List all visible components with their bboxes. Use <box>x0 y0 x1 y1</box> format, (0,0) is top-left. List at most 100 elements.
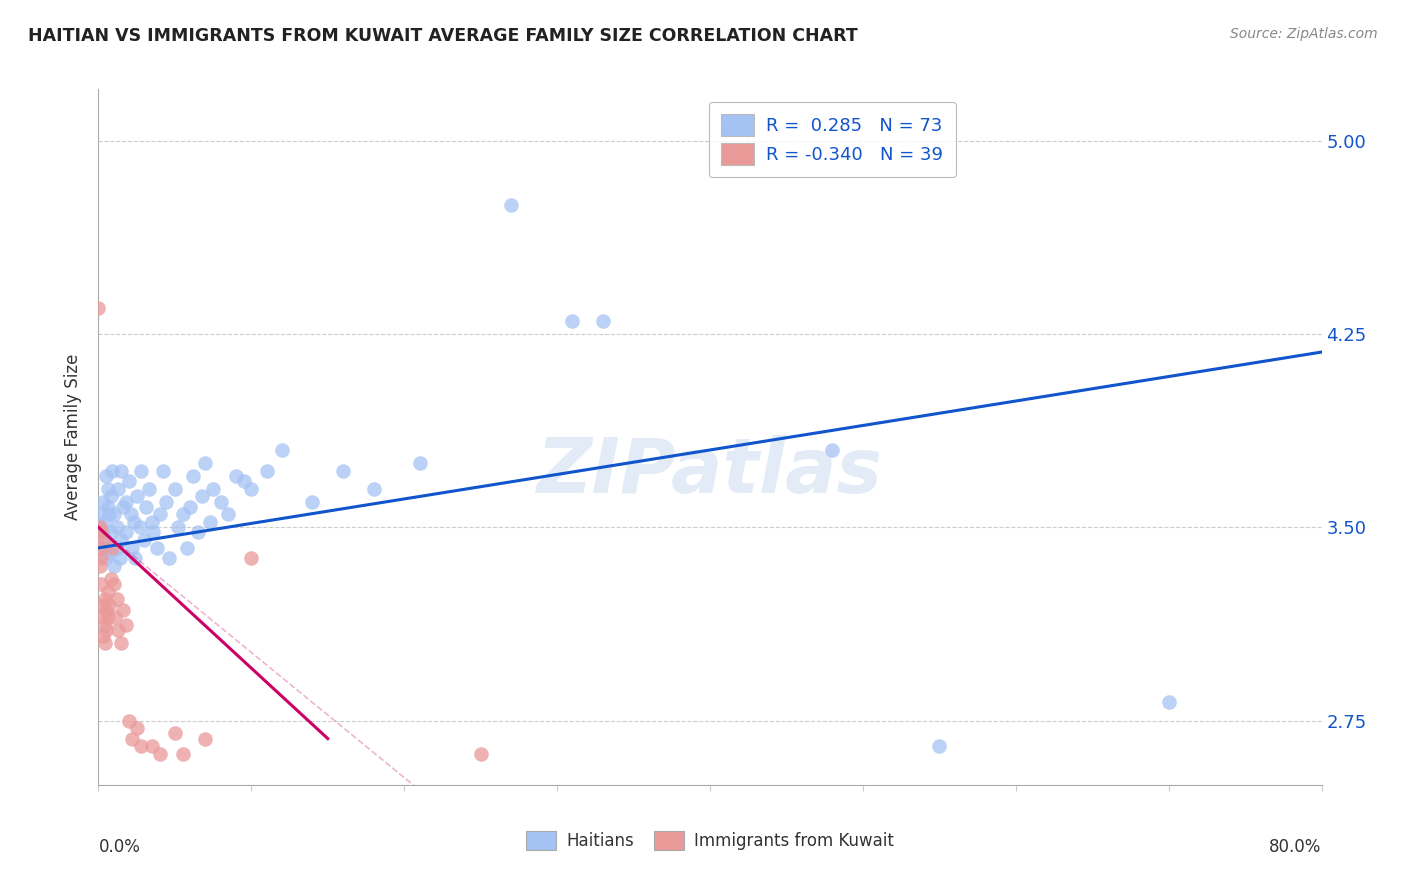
Point <box>138 482 160 496</box>
Point <box>115 525 138 540</box>
Point <box>91 610 114 624</box>
Point <box>98 546 121 560</box>
Point <box>100 525 122 540</box>
Point <box>363 482 385 496</box>
Point <box>90 508 112 522</box>
Point <box>118 474 141 488</box>
Text: 80.0%: 80.0% <box>1270 838 1322 856</box>
Point <box>98 508 121 522</box>
Point <box>135 500 157 514</box>
Point <box>194 456 217 470</box>
Point <box>501 198 523 212</box>
Text: 0.0%: 0.0% <box>98 838 141 856</box>
Point <box>172 747 194 761</box>
Point <box>240 551 263 566</box>
Point <box>93 592 115 607</box>
Point <box>141 515 163 529</box>
Point <box>107 624 129 638</box>
Point <box>155 494 177 508</box>
Point <box>93 533 115 548</box>
Point <box>145 541 167 555</box>
Point <box>179 500 201 514</box>
Point <box>97 482 120 496</box>
Point <box>105 541 128 555</box>
Point <box>163 482 186 496</box>
Legend: Haitians, Immigrants from Kuwait: Haitians, Immigrants from Kuwait <box>520 824 900 856</box>
Point <box>172 508 194 522</box>
Point <box>97 500 120 514</box>
Point <box>93 618 115 632</box>
Point <box>103 508 125 522</box>
Point <box>157 551 180 566</box>
Point <box>142 525 165 540</box>
Point <box>91 494 114 508</box>
Point <box>270 442 292 457</box>
Point <box>108 551 131 566</box>
Point <box>191 489 214 503</box>
Point <box>217 508 239 522</box>
Point <box>98 598 121 612</box>
Point <box>209 494 232 508</box>
Point <box>141 739 163 754</box>
Point <box>94 468 117 483</box>
Point <box>134 533 156 548</box>
Point <box>124 551 146 566</box>
Point <box>94 551 117 566</box>
Point <box>110 636 132 650</box>
Point <box>107 482 129 496</box>
Point <box>110 464 132 478</box>
Point <box>115 618 138 632</box>
Point <box>129 739 152 754</box>
Point <box>821 442 844 457</box>
Point <box>110 533 132 548</box>
Point <box>94 624 117 638</box>
Point <box>89 541 111 555</box>
Point <box>128 520 150 534</box>
Point <box>97 610 120 624</box>
Point <box>301 494 323 508</box>
Point <box>101 541 124 555</box>
Point <box>928 739 950 754</box>
Point <box>89 558 111 573</box>
Point <box>408 456 430 470</box>
Text: Source: ZipAtlas.com: Source: ZipAtlas.com <box>1230 27 1378 41</box>
Point <box>125 721 148 735</box>
Point <box>90 577 112 591</box>
Point <box>129 464 152 478</box>
Text: HAITIAN VS IMMIGRANTS FROM KUWAIT AVERAGE FAMILY SIZE CORRELATION CHART: HAITIAN VS IMMIGRANTS FROM KUWAIT AVERAG… <box>28 27 858 45</box>
Point <box>90 541 112 555</box>
Point <box>93 515 115 529</box>
Text: ZIPatlas: ZIPatlas <box>537 435 883 508</box>
Point <box>163 726 186 740</box>
Point <box>90 551 112 566</box>
Point <box>97 584 120 599</box>
Point <box>149 747 172 761</box>
Point <box>93 636 115 650</box>
Point <box>91 628 114 642</box>
Point <box>198 515 221 529</box>
Point <box>91 533 114 548</box>
Point <box>122 515 145 529</box>
Point <box>89 520 111 534</box>
Point <box>125 489 148 503</box>
Point <box>149 508 172 522</box>
Point <box>225 468 247 483</box>
Point <box>202 482 225 496</box>
Point <box>120 508 142 522</box>
Point <box>152 464 174 478</box>
Point <box>470 747 492 761</box>
Point <box>118 714 141 728</box>
Point <box>561 314 583 328</box>
Point <box>91 598 114 612</box>
Point <box>181 468 204 483</box>
Point <box>105 592 128 607</box>
Point <box>94 603 117 617</box>
Y-axis label: Average Family Size: Average Family Size <box>65 354 83 520</box>
Point <box>592 314 614 328</box>
Point <box>100 489 122 503</box>
Point <box>194 731 217 746</box>
Point <box>101 464 124 478</box>
Point <box>104 610 127 624</box>
Point <box>187 525 209 540</box>
Point <box>115 494 138 508</box>
